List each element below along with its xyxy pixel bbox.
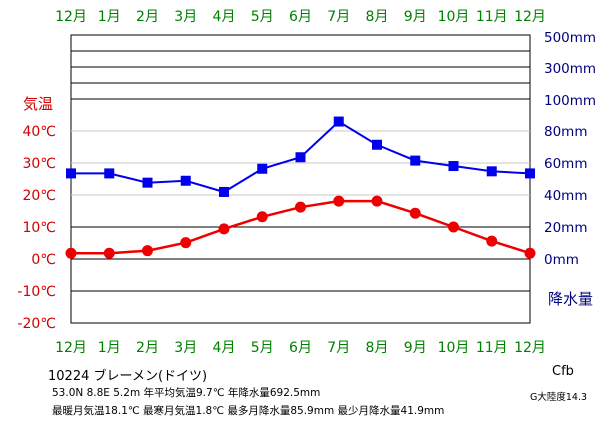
month-label: 1月 [98,9,121,25]
temperature-tick-label: 30℃ [22,156,56,172]
station-info-line-1: 53.0N 8.8E 5.2m 年平均気温9.7℃ 年降水量692.5mm [52,387,321,399]
month-label: 12月 [55,340,87,356]
month-label: 5月 [251,9,274,25]
month-label: 4月 [213,9,236,25]
temperature-point [295,201,306,213]
temperature-tick-label: 20℃ [22,188,56,204]
precipitation-point [295,152,306,163]
temperature-point [333,195,345,207]
temperature-tick-label: -10℃ [17,284,56,300]
month-label: 4月 [213,340,236,356]
precipitation-tick-label: 80mm [544,124,587,140]
temperature-point [524,247,536,259]
precipitation-point [372,139,382,150]
month-label: 12月 [514,9,546,25]
temperature-point [448,221,459,233]
month-label: 6月 [289,340,312,356]
temperature-axis-label: 気温 [23,95,53,113]
month-label: 9月 [404,340,427,356]
precipitation-tick-label: 300mm [544,61,596,77]
month-labels-top: 12月 1月 2月 3月 4月 5月 6月 7月 8月 9月 10月 11月 12月 [55,9,546,25]
precipitation-point [257,163,268,174]
precipitation-axis-label: 降水量 [548,290,593,308]
series-layer [65,116,536,259]
precipitation-point [104,168,115,179]
temperature-tick-label: 40℃ [22,124,56,140]
continentality-index: G大陸度14.3 [530,392,588,403]
precipitation-point [180,175,191,186]
month-label: 2月 [136,9,159,25]
precipitation-point [448,161,459,172]
month-label: 9月 [404,9,427,25]
month-labels-bottom: 12月 1月 2月 3月 4月 5月 6月 7月 8月 9月 10月 11月 12月 [55,340,546,356]
month-label: 3月 [174,9,197,25]
month-label: 10月 [438,9,470,25]
month-label: 5月 [251,340,274,356]
precipitation-point [486,166,497,177]
temperature-tick-labels: 40℃ 30℃ 20℃ 10℃ 0℃ -10℃ -20℃ [17,124,56,332]
plot-border [70,34,531,324]
month-label: 7月 [327,9,350,25]
temperature-tick-label: -20℃ [17,316,56,332]
month-label: 1月 [98,340,121,356]
month-label: 8月 [366,340,389,356]
temperature-point [142,245,153,257]
precipitation-tick-label: 100mm [544,93,596,109]
precipitation-point [525,168,535,179]
temperature-point [409,207,421,219]
precipitation-point [410,155,421,166]
precipitation-point [219,186,229,197]
month-label: 3月 [174,340,197,356]
temperature-point [486,235,498,247]
temperature-point [218,223,230,235]
month-label: 7月 [327,340,350,356]
precipitation-tick-labels: 500mm 300mm 100mm 80mm 60mm 40mm 20mm 0mm [544,30,596,268]
precipitation-point [66,168,76,179]
month-label: 2月 [136,340,159,356]
month-label: 11月 [476,340,508,356]
month-label: 8月 [366,9,389,25]
month-label: 12月 [514,340,546,356]
temperature-point [103,247,115,259]
month-label: 6月 [289,9,312,25]
temperature-tick-label: 10℃ [22,220,56,236]
grid [70,34,531,324]
precipitation-tick-label: 500mm [544,30,596,46]
precipitation-tick-label: 60mm [544,156,587,172]
temperature-point [65,247,77,259]
precipitation-tick-label: 20mm [544,220,587,236]
temperature-tick-label: 0℃ [31,252,56,268]
temperature-point [371,195,383,207]
temperature-point [180,237,192,249]
month-label: 11月 [476,9,508,25]
precipitation-point [333,116,344,127]
temperature-point [256,211,268,223]
precipitation-point [142,177,153,188]
month-label: 12月 [55,9,87,25]
precipitation-tick-label: 0mm [544,252,579,268]
station-name: 10224 ブレーメン(ドイツ) [48,369,208,384]
climate-code: Cfb [552,364,574,379]
station-info-line-2: 最暖月気温18.1℃ 最寒月気温1.8℃ 最多月降水量85.9mm 最少月降水量… [52,405,445,417]
month-label: 10月 [438,340,470,356]
precipitation-tick-label: 40mm [544,188,587,204]
